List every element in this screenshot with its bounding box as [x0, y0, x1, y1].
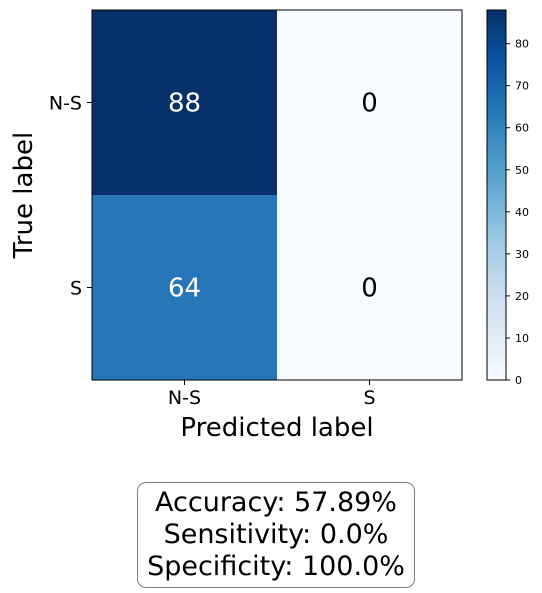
- confusion-matrix-chart: 88 0 64 0 N-S S N-S S Predicted label True lab…: [9, 9, 529, 443]
- colorbar-tick-label: 10: [515, 332, 529, 345]
- colorbar-tick-label: 0: [515, 374, 522, 387]
- matrix-frame: [91, 9, 463, 381]
- cell-value-label: 88: [168, 89, 201, 119]
- matrix-cell: [92, 10, 277, 195]
- metrics-box: Accuracy: 57.89% Sensitivity: 0.0% Speci…: [137, 482, 415, 588]
- cell-value-label: 64: [168, 274, 201, 304]
- x-tick-label: N-S: [168, 387, 201, 409]
- colorbar-tick-label: 70: [515, 80, 529, 93]
- matrix-cell: [92, 195, 277, 380]
- colorbar-tick-label: 30: [515, 248, 529, 261]
- matrix-cell: [277, 10, 462, 195]
- cell-value-label: 0: [361, 274, 378, 304]
- colorbar-tick-label: 40: [515, 206, 529, 219]
- accuracy-text: Accuracy: 57.89%: [155, 487, 397, 518]
- colorbar: [486, 9, 507, 381]
- y-tick-label: S: [70, 278, 82, 300]
- colorbar-tick-label: 50: [515, 164, 529, 177]
- specificity-text: Specificity: 100.0%: [147, 551, 405, 582]
- matrix-cell: [277, 195, 462, 380]
- colorbar-tick-label: 60: [515, 122, 529, 135]
- sensitivity-text: Sensitivity: 0.0%: [163, 519, 389, 550]
- y-axis-label: True label: [9, 132, 39, 259]
- colorbar-tick-label: 20: [515, 290, 529, 303]
- cell-value-label: 0: [361, 89, 378, 119]
- y-tick-label: N-S: [49, 93, 82, 115]
- x-axis-label: Predicted label: [180, 413, 373, 443]
- x-tick-label: S: [363, 387, 375, 409]
- colorbar-tick-label: 80: [515, 38, 529, 51]
